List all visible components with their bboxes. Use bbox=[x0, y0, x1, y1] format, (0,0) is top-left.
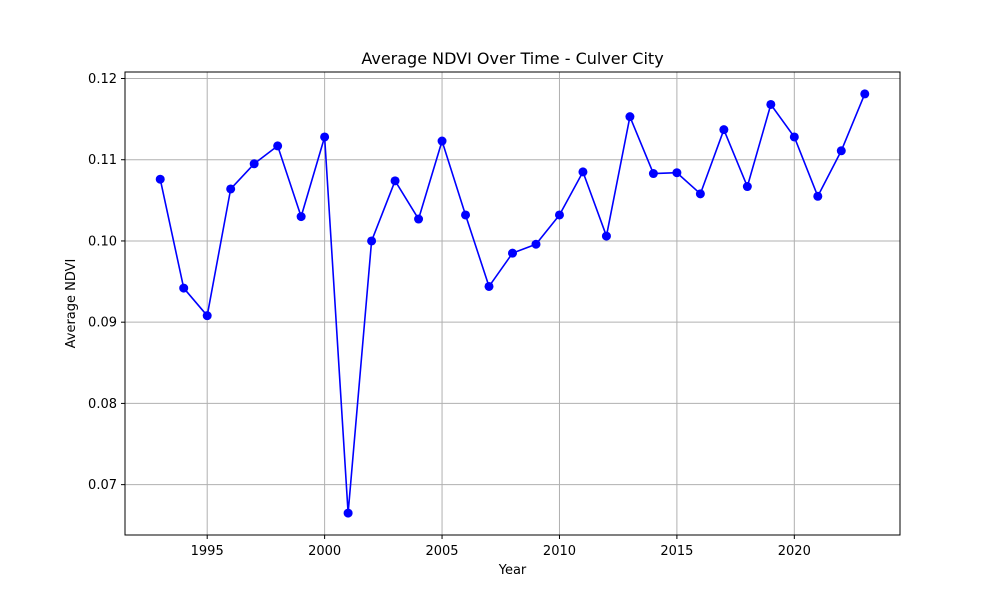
x-tick-label: 2010 bbox=[543, 544, 576, 559]
x-tick-label: 2015 bbox=[660, 544, 693, 559]
data-point bbox=[155, 174, 165, 184]
data-point bbox=[813, 191, 823, 201]
data-point bbox=[226, 184, 236, 194]
data-point bbox=[672, 168, 682, 178]
data-point bbox=[273, 141, 283, 151]
data-point bbox=[554, 210, 564, 220]
data-point bbox=[390, 176, 400, 186]
data-point bbox=[343, 508, 353, 518]
x-tick-label: 2005 bbox=[425, 544, 458, 559]
data-point bbox=[578, 167, 588, 177]
data-point bbox=[437, 136, 447, 146]
y-tick-label: 0.09 bbox=[88, 316, 117, 331]
y-axis-label: Average NDVI bbox=[64, 259, 79, 349]
data-point bbox=[719, 125, 729, 135]
data-point bbox=[484, 281, 494, 291]
series-line bbox=[159, 93, 866, 514]
data-point bbox=[860, 89, 870, 99]
x-tick-label: 1995 bbox=[191, 544, 224, 559]
data-point bbox=[695, 189, 705, 199]
data-point bbox=[625, 112, 635, 122]
data-point bbox=[414, 214, 424, 224]
x-tick-label: 2020 bbox=[778, 544, 811, 559]
series-ndvi bbox=[155, 89, 870, 518]
grid-lines bbox=[125, 72, 900, 535]
data-point bbox=[789, 132, 799, 142]
data-point bbox=[320, 132, 330, 142]
data-point bbox=[202, 311, 212, 321]
data-point bbox=[296, 212, 306, 222]
x-axis-ticks: 1995 2000 2005 2010 2015 2020 bbox=[191, 535, 811, 559]
data-point bbox=[742, 182, 752, 192]
data-point bbox=[461, 210, 471, 220]
data-point bbox=[766, 99, 776, 109]
x-axis-label: Year bbox=[498, 563, 527, 578]
data-point bbox=[249, 159, 259, 169]
data-point bbox=[367, 236, 377, 246]
y-tick-label: 0.07 bbox=[88, 478, 117, 493]
data-point bbox=[648, 169, 658, 179]
data-point bbox=[531, 239, 541, 249]
data-point bbox=[601, 231, 611, 241]
data-point bbox=[179, 283, 189, 293]
data-point bbox=[508, 248, 517, 258]
y-axis-ticks: 0.07 0.08 0.09 0.10 0.11 0.12 bbox=[88, 72, 125, 493]
y-tick-label: 0.12 bbox=[88, 72, 117, 87]
chart-title: Average NDVI Over Time - Culver City bbox=[361, 49, 663, 68]
data-point bbox=[836, 146, 846, 156]
y-tick-label: 0.11 bbox=[88, 153, 117, 168]
y-tick-label: 0.10 bbox=[88, 234, 117, 249]
y-tick-label: 0.08 bbox=[88, 397, 117, 412]
x-tick-label: 2000 bbox=[308, 544, 341, 559]
plot-frame bbox=[124, 71, 901, 536]
